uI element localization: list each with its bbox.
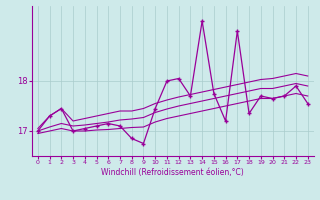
X-axis label: Windchill (Refroidissement éolien,°C): Windchill (Refroidissement éolien,°C) — [101, 168, 244, 177]
